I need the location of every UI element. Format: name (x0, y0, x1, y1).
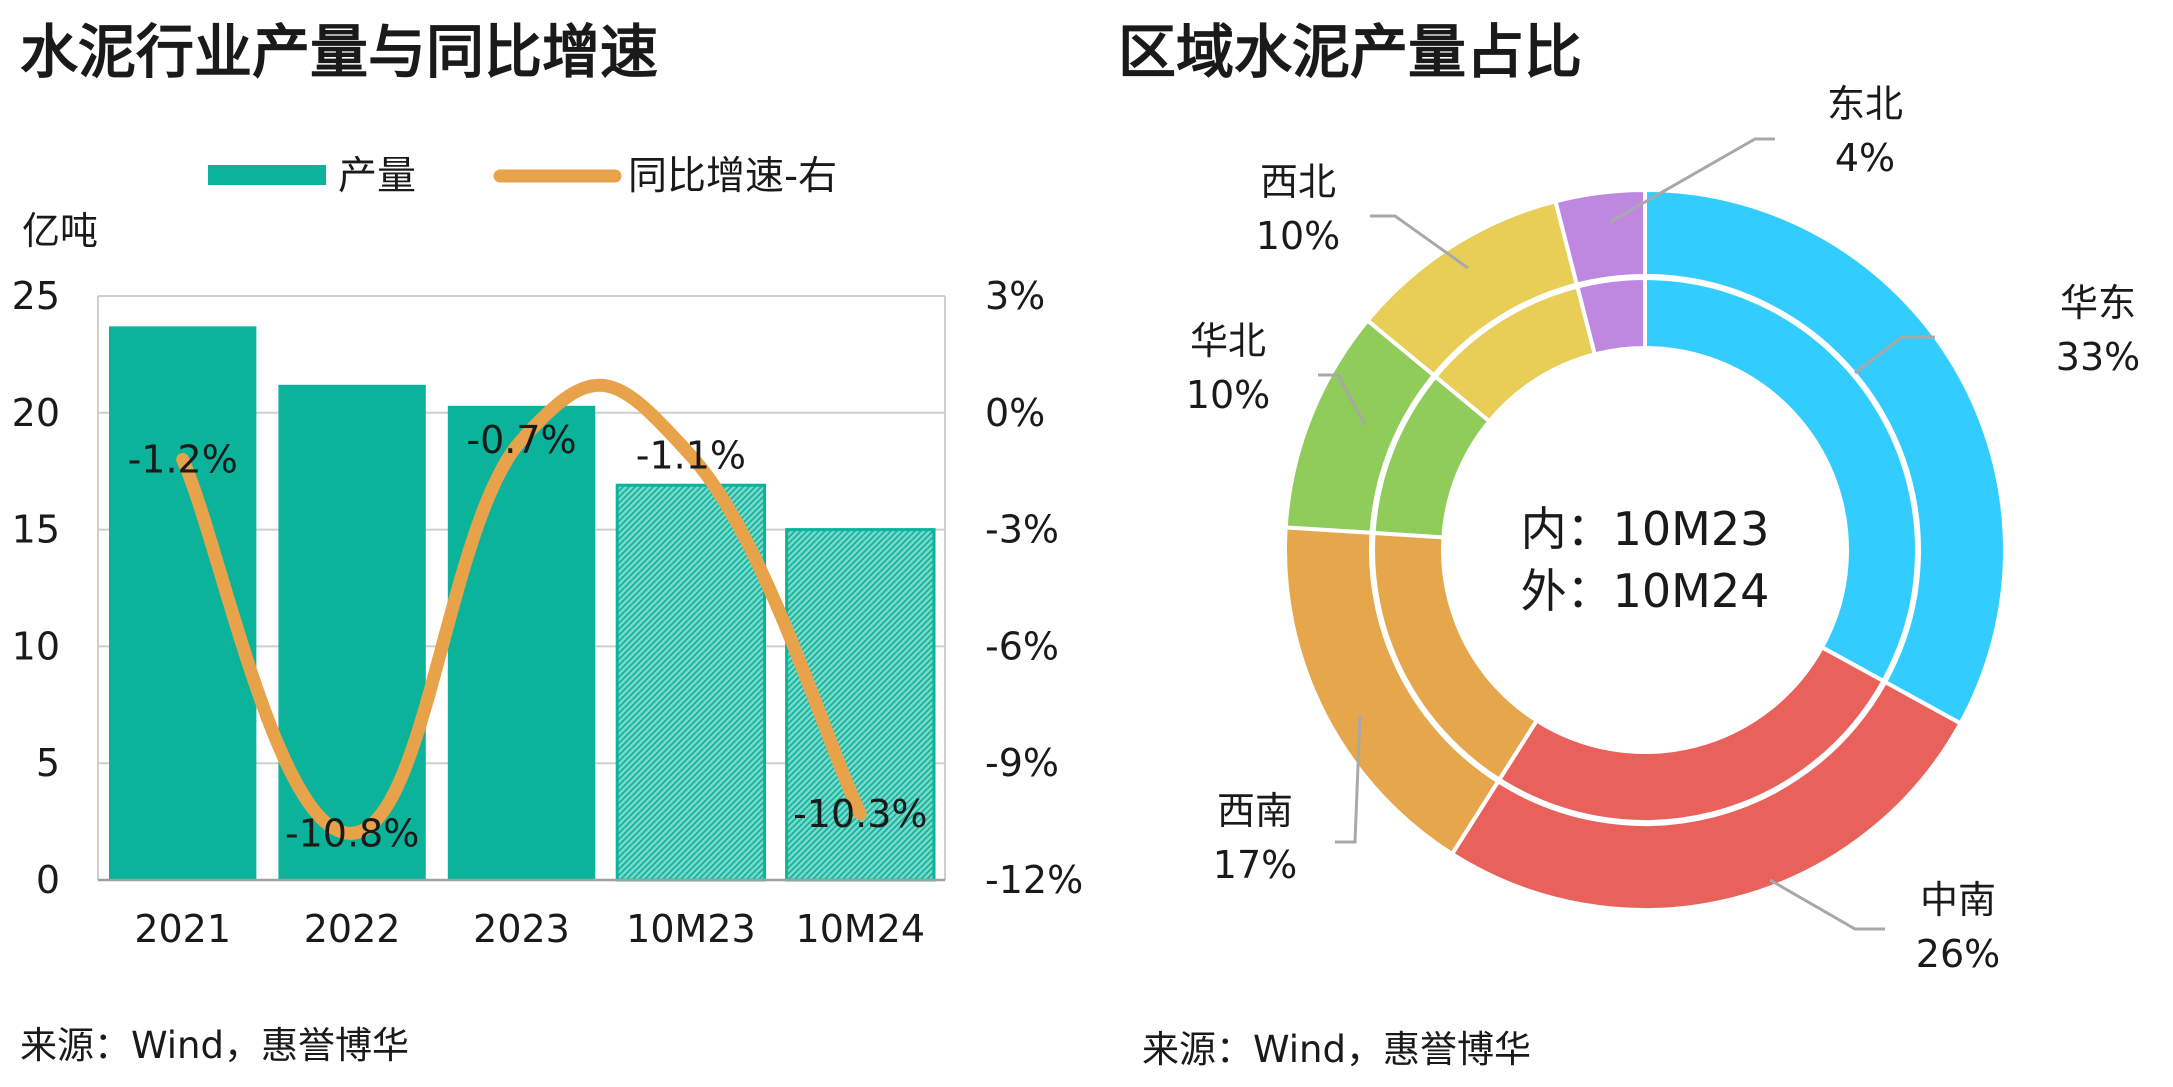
axes: 0 5 10 15 20 25 -12% -9% -6% -3% 0% 3% 2021 2022 2023 1… (12, 274, 1084, 951)
left-legend: 产量 同比增速-右 (208, 154, 837, 199)
pie-label-pct: 26% (1916, 932, 2000, 976)
leader-line-华北 (1318, 373, 1367, 426)
bar-output-10M23 (615, 483, 767, 882)
leader-lines (1318, 137, 1935, 931)
pie-label-pct: 33% (2056, 335, 2140, 379)
growth-data-label: -10.8% (285, 811, 419, 855)
leader-line-中南 (1769, 878, 1885, 931)
left-source: 来源：Wind，惠誉博华 (20, 1024, 409, 1067)
inner-slice-中南 (1496, 644, 1887, 824)
right-axis-tick: -12% (985, 858, 1083, 902)
right-axis-tick: -6% (985, 624, 1059, 668)
pie-label-pct: 17% (1213, 843, 1297, 887)
inner-slice-东北 (1574, 275, 1647, 357)
x-axis-tick: 10M23 (626, 907, 756, 951)
pie-label-region: 华东 (2060, 281, 2136, 325)
leader-line-华东 (1854, 335, 1935, 375)
growth-line (176, 378, 867, 840)
pie-label-region: 西南 (1217, 789, 1293, 833)
x-axis-tick: 10M24 (796, 907, 926, 951)
leader-line-西南 (1335, 714, 1362, 844)
bar-output-2023 (447, 405, 596, 880)
pie-label-pct: 10% (1186, 373, 1270, 417)
pie-label-region: 华北 (1190, 319, 1266, 363)
legend-swatch-output (208, 165, 326, 185)
right-axis-tick: 0% (985, 391, 1045, 435)
left-axis-tick: 5 (36, 741, 60, 785)
left-axis-tick: 10 (12, 624, 60, 668)
left-axis-tick: 25 (12, 274, 60, 318)
growth-data-label: -10.3% (793, 792, 927, 836)
x-axis-tick: 2023 (473, 907, 570, 951)
growth-data-label: -1.2% (128, 438, 238, 482)
right-source: 来源：Wind，惠誉博华 (1142, 1028, 1531, 1071)
legend-label-output: 产量 (338, 154, 416, 199)
data-labels: -1.2% -10.8% -0.7% -1.1% -10.3% (128, 418, 928, 855)
right-axis-tick: -3% (985, 508, 1059, 552)
left-axis-tick: 20 (12, 391, 60, 435)
x-axis-tick: 2022 (304, 907, 401, 951)
inner-slice-华东 (1643, 275, 1919, 684)
leader-line-东北 (1609, 137, 1775, 224)
bar-output-2022 (278, 384, 426, 880)
left-axis-tick: 15 (12, 508, 60, 552)
outer-slice-中南 (1449, 679, 1964, 912)
pie-label-region: 东北 (1827, 82, 1903, 126)
right-axis-tick: -9% (985, 741, 1059, 785)
left-axis-tick: 0 (36, 858, 60, 902)
donut-center-line2: 外：10M24 (1521, 564, 1770, 618)
donut-chart (1283, 187, 2007, 912)
left-axis-unit: 亿吨 (22, 209, 98, 253)
outer-slice-华东 (1643, 187, 2007, 727)
growth-line-path (176, 378, 867, 840)
pie-labels: 华东 33% 中南 26% 西南 17% 华北 10% 西北 10% 东北 4% (1186, 82, 2140, 976)
legend-label-growth: 同比增速-右 (628, 154, 837, 199)
pie-label-region: 中南 (1920, 878, 1996, 922)
donut-center-line1: 内：10M23 (1521, 502, 1770, 556)
x-axis-tick: 2021 (134, 907, 231, 951)
leader-line-西北 (1370, 214, 1469, 270)
bars (109, 326, 936, 882)
right-chart-title: 区域水泥产量占比 (1118, 18, 1582, 86)
left-chart-title: 水泥行业产量与同比增速 (20, 18, 658, 86)
growth-data-label: -0.7% (466, 418, 576, 462)
pie-label-pct: 10% (1256, 214, 1340, 258)
right-axis-tick: 3% (985, 274, 1045, 318)
pie-label-pct: 4% (1835, 136, 1895, 180)
growth-data-label: -1.1% (636, 434, 746, 478)
pie-label-region: 西北 (1260, 160, 1336, 204)
